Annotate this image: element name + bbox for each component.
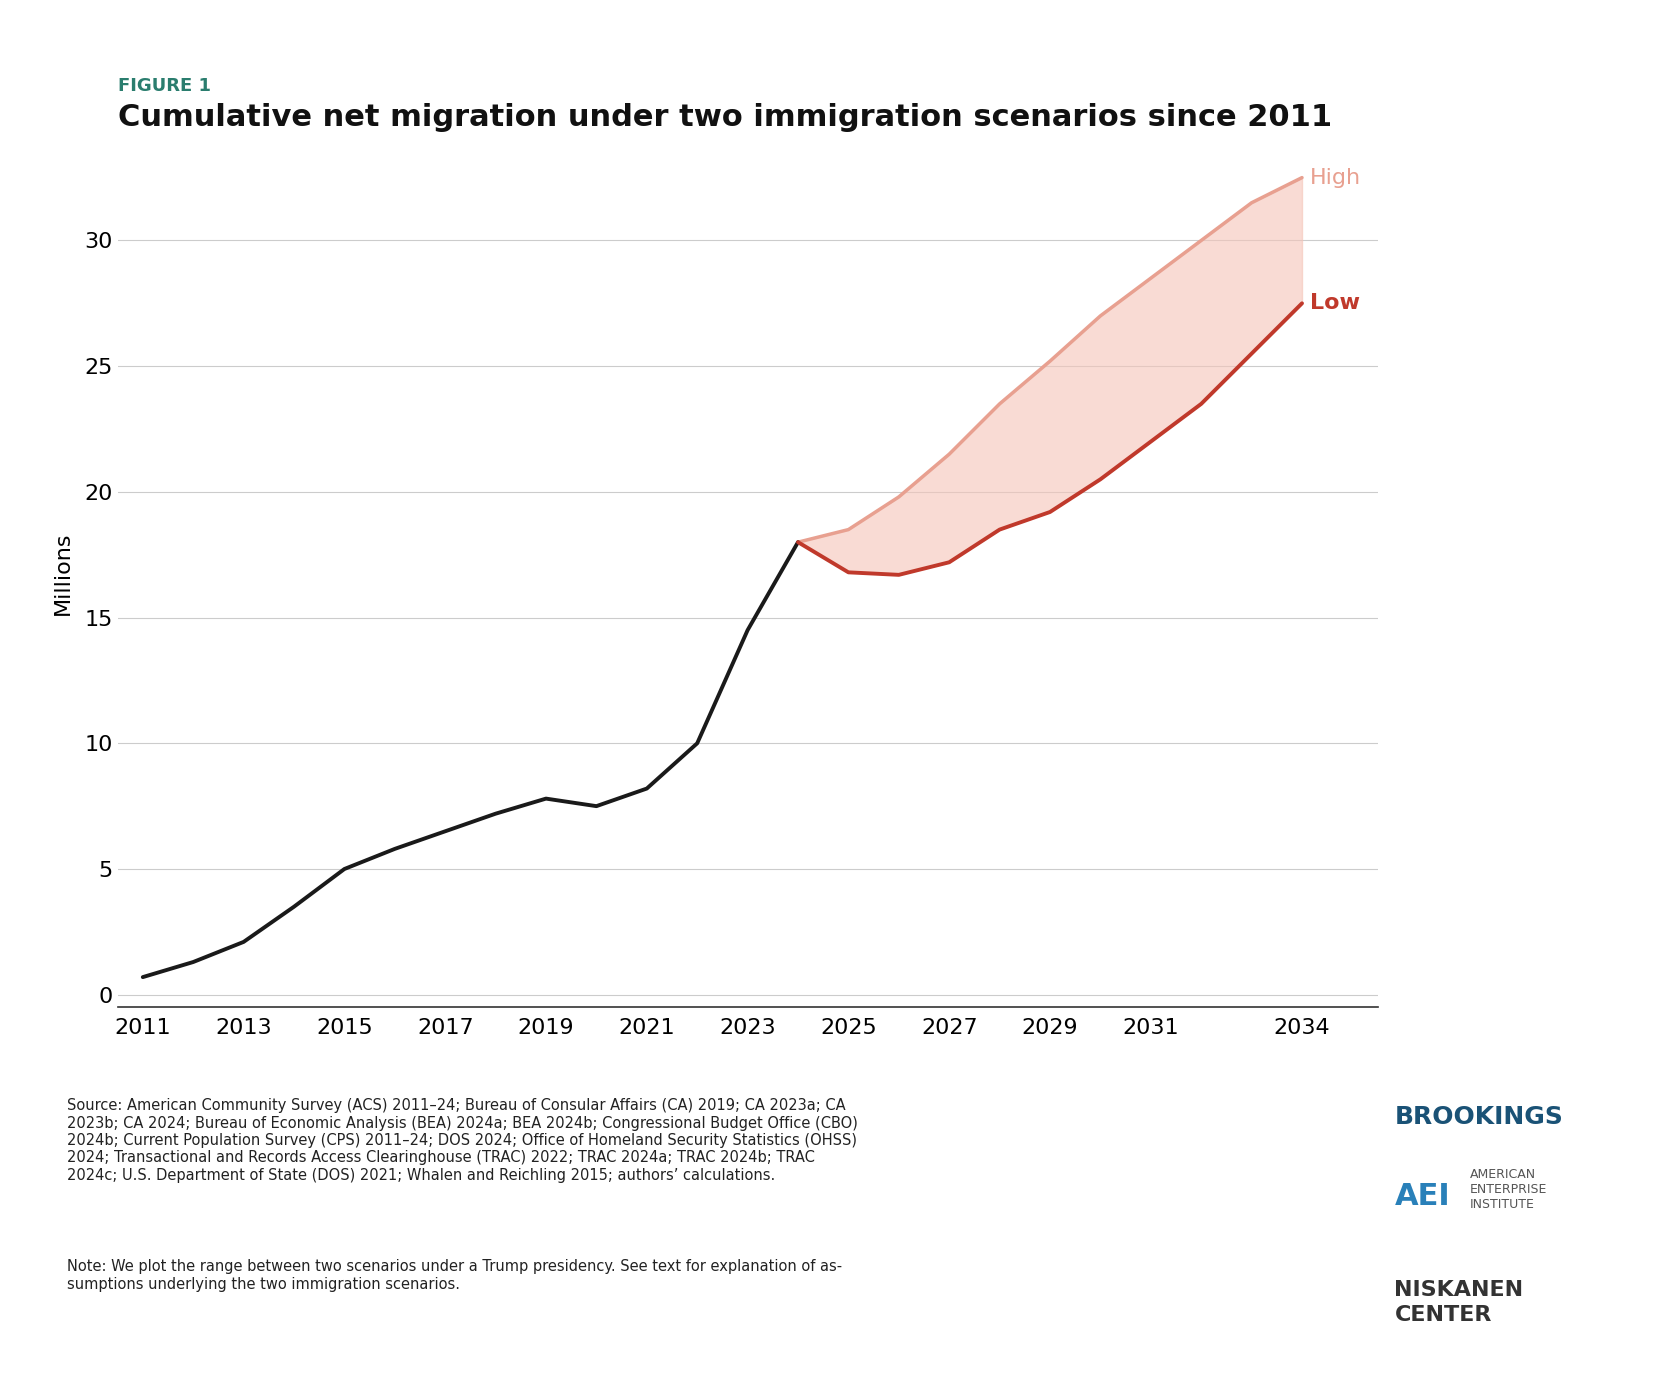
- Text: AMERICAN
ENTERPRISE
INSTITUTE: AMERICAN ENTERPRISE INSTITUTE: [1470, 1168, 1547, 1212]
- Text: Cumulative net migration under two immigration scenarios since 2011: Cumulative net migration under two immig…: [118, 104, 1332, 132]
- Text: Low: Low: [1310, 294, 1359, 313]
- Text: BROOKINGS: BROOKINGS: [1394, 1105, 1564, 1129]
- Text: High: High: [1310, 168, 1361, 187]
- Text: NISKANEN
CENTER: NISKANEN CENTER: [1394, 1280, 1524, 1325]
- Y-axis label: Millions: Millions: [54, 532, 74, 616]
- Text: AEI: AEI: [1394, 1182, 1450, 1212]
- Text: Note: We plot the range between two scenarios under a Trump presidency. See text: Note: We plot the range between two scen…: [67, 1259, 842, 1291]
- Text: Source: American Community Survey (ACS) 2011–24; Bureau of Consular Affairs (CA): Source: American Community Survey (ACS) …: [67, 1098, 858, 1182]
- Text: FIGURE 1: FIGURE 1: [118, 77, 210, 95]
